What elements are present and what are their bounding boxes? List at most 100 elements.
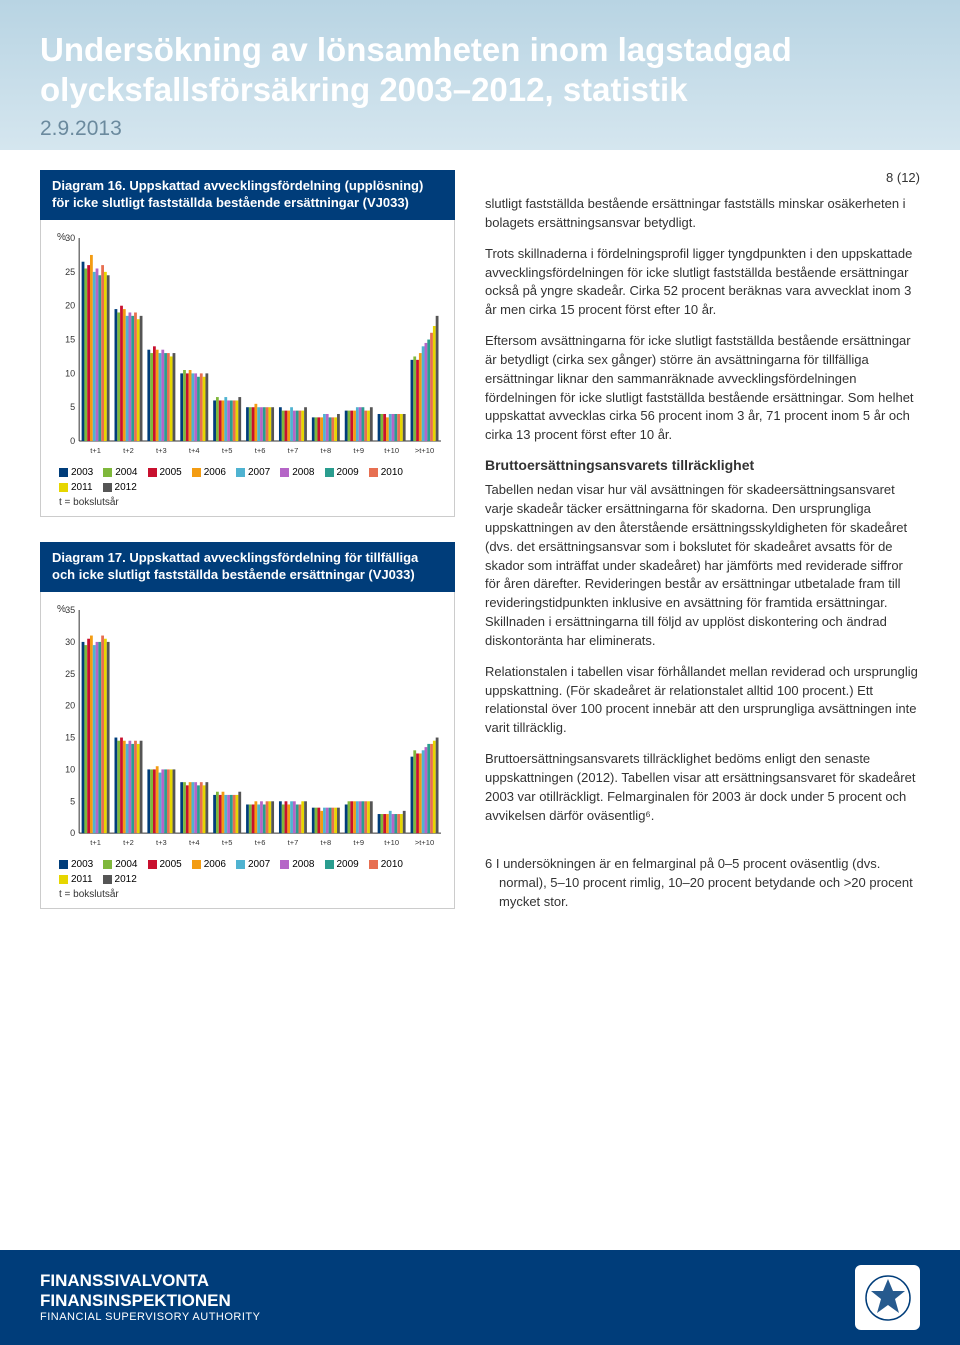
chart2-legend-note: t = bokslutsår bbox=[49, 885, 446, 900]
emblem-icon bbox=[863, 1273, 913, 1323]
legend-swatch bbox=[280, 468, 289, 477]
legend-swatch bbox=[148, 468, 157, 477]
page-footer: FINANSSIVALVONTA FINANSINSPEKTIONEN FINA… bbox=[0, 1250, 960, 1345]
legend-swatch bbox=[236, 860, 245, 869]
legend-label: 2003 bbox=[71, 467, 93, 478]
chart1-legend-note: t = bokslutsår bbox=[49, 493, 446, 508]
legend-label: 2010 bbox=[381, 859, 403, 870]
legend-item: 2006 bbox=[192, 467, 226, 478]
legend-item: 2008 bbox=[280, 467, 314, 478]
diagram-16: Diagram 16. Uppskattad avvecklingsfördel… bbox=[40, 170, 455, 517]
svg-text:10: 10 bbox=[65, 368, 75, 378]
chart1-svg: 051015202530%t+1t+2t+3t+4t+5t+6t+7t+8t+9… bbox=[49, 230, 446, 461]
body-h1: Bruttoersättningsansvarets tillräcklighe… bbox=[485, 457, 920, 473]
legend-label: 2012 bbox=[115, 874, 137, 885]
legend-swatch bbox=[103, 468, 112, 477]
body-p6: Bruttoersättningsansvarets tillräcklighe… bbox=[485, 750, 920, 825]
svg-text:t+6: t+6 bbox=[255, 838, 266, 847]
svg-text:t+1: t+1 bbox=[90, 838, 101, 847]
legend-item: 2005 bbox=[148, 467, 182, 478]
legend-label: 2011 bbox=[71, 874, 93, 885]
svg-text:t+8: t+8 bbox=[321, 446, 332, 455]
page-header: Undersökning av lönsamheten inom lagstad… bbox=[0, 0, 960, 150]
body-p1: slutligt fastställda bestående ersättnin… bbox=[485, 195, 920, 233]
footer-org: FINANSSIVALVONTA FINANSINSPEKTIONEN FINA… bbox=[40, 1271, 260, 1325]
chart2-title: Diagram 17. Uppskattad avvecklingsfördel… bbox=[40, 542, 455, 592]
legend-swatch bbox=[103, 860, 112, 869]
svg-text:25: 25 bbox=[65, 267, 75, 277]
svg-text:t+7: t+7 bbox=[288, 446, 299, 455]
chart1-legend: 2003 2004 2005 2006 2007 2008 2009 2010 2011 2012 bbox=[49, 467, 446, 493]
legend-item: 2008 bbox=[280, 859, 314, 870]
diagram-17: Diagram 17. Uppskattad avvecklingsfördel… bbox=[40, 542, 455, 909]
svg-text:5: 5 bbox=[70, 796, 75, 806]
legend-swatch bbox=[325, 860, 334, 869]
legend-swatch bbox=[148, 860, 157, 869]
svg-text:30: 30 bbox=[65, 637, 75, 647]
legend-label: 2012 bbox=[115, 482, 137, 493]
legend-label: 2004 bbox=[115, 467, 137, 478]
legend-swatch bbox=[103, 483, 112, 492]
legend-label: 2009 bbox=[337, 859, 359, 870]
legend-label: 2004 bbox=[115, 859, 137, 870]
svg-text:15: 15 bbox=[65, 334, 75, 344]
svg-text:>t+10: >t+10 bbox=[415, 838, 434, 847]
legend-item: 2010 bbox=[369, 859, 403, 870]
legend-item: 2005 bbox=[148, 859, 182, 870]
svg-text:t+4: t+4 bbox=[189, 838, 200, 847]
svg-text:0: 0 bbox=[70, 828, 75, 838]
svg-text:t+2: t+2 bbox=[123, 838, 134, 847]
svg-text:15: 15 bbox=[65, 732, 75, 742]
body-p2: Trots skillnaderna i fördelningsprofil l… bbox=[485, 245, 920, 320]
legend-item: 2006 bbox=[192, 859, 226, 870]
legend-label: 2005 bbox=[160, 467, 182, 478]
svg-text:t+1: t+1 bbox=[90, 446, 101, 455]
chart2-legend: 2003200420052006200720082009201020112012 bbox=[49, 859, 446, 885]
legend-item: 2004 bbox=[103, 859, 137, 870]
svg-text:10: 10 bbox=[65, 764, 75, 774]
legend-swatch bbox=[59, 468, 68, 477]
svg-text:35: 35 bbox=[65, 605, 75, 615]
svg-text:t+10: t+10 bbox=[384, 446, 399, 455]
legend-label: 2008 bbox=[292, 467, 314, 478]
svg-text:30: 30 bbox=[65, 233, 75, 243]
legend-item: 2007 bbox=[236, 859, 270, 870]
svg-text:t+2: t+2 bbox=[123, 446, 134, 455]
chart2-body: 05101520253035%t+1t+2t+3t+4t+5t+6t+7t+8t… bbox=[40, 592, 455, 909]
svg-text:t+5: t+5 bbox=[222, 446, 233, 455]
legend-label: 2010 bbox=[381, 467, 403, 478]
legend-swatch bbox=[280, 860, 289, 869]
body-p3: Eftersom avsättningarna för icke slutlig… bbox=[485, 332, 920, 445]
svg-text:t+7: t+7 bbox=[288, 838, 299, 847]
svg-text:t+10: t+10 bbox=[384, 838, 399, 847]
footnote: 6 I undersökningen är en felmarginal på … bbox=[485, 855, 920, 912]
legend-label: 2009 bbox=[337, 467, 359, 478]
content-area: Diagram 16. Uppskattad avvecklingsfördel… bbox=[0, 150, 960, 1210]
legend-label: 2006 bbox=[204, 467, 226, 478]
svg-text:t+3: t+3 bbox=[156, 446, 167, 455]
legend-swatch bbox=[103, 875, 112, 884]
svg-text:t+4: t+4 bbox=[189, 446, 200, 455]
legend-swatch bbox=[369, 860, 378, 869]
chart1-body: 051015202530%t+1t+2t+3t+4t+5t+6t+7t+8t+9… bbox=[40, 220, 455, 517]
page-number: 8 (12) bbox=[485, 170, 920, 185]
svg-text:t+9: t+9 bbox=[353, 838, 364, 847]
legend-item: 2009 bbox=[325, 859, 359, 870]
svg-text:>t+10: >t+10 bbox=[415, 446, 434, 455]
legend-swatch bbox=[369, 468, 378, 477]
svg-text:t+6: t+6 bbox=[255, 446, 266, 455]
body-p4: Tabellen nedan visar hur väl avsättninge… bbox=[485, 481, 920, 651]
legend-item: 2012 bbox=[103, 482, 137, 493]
legend-swatch bbox=[59, 860, 68, 869]
legend-swatch bbox=[59, 483, 68, 492]
legend-swatch bbox=[59, 875, 68, 884]
legend-swatch bbox=[236, 468, 245, 477]
legend-item: 2007 bbox=[236, 467, 270, 478]
legend-label: 2011 bbox=[71, 482, 93, 493]
svg-text:%: % bbox=[57, 604, 66, 615]
page-date: 2.9.2013 bbox=[40, 117, 920, 141]
right-column: 8 (12) slutligt fastställda bestående er… bbox=[485, 170, 920, 1210]
body-p5: Relationstalen i tabellen visar förhålla… bbox=[485, 663, 920, 738]
chart2-svg: 05101520253035%t+1t+2t+3t+4t+5t+6t+7t+8t… bbox=[49, 602, 446, 853]
svg-text:5: 5 bbox=[70, 402, 75, 412]
